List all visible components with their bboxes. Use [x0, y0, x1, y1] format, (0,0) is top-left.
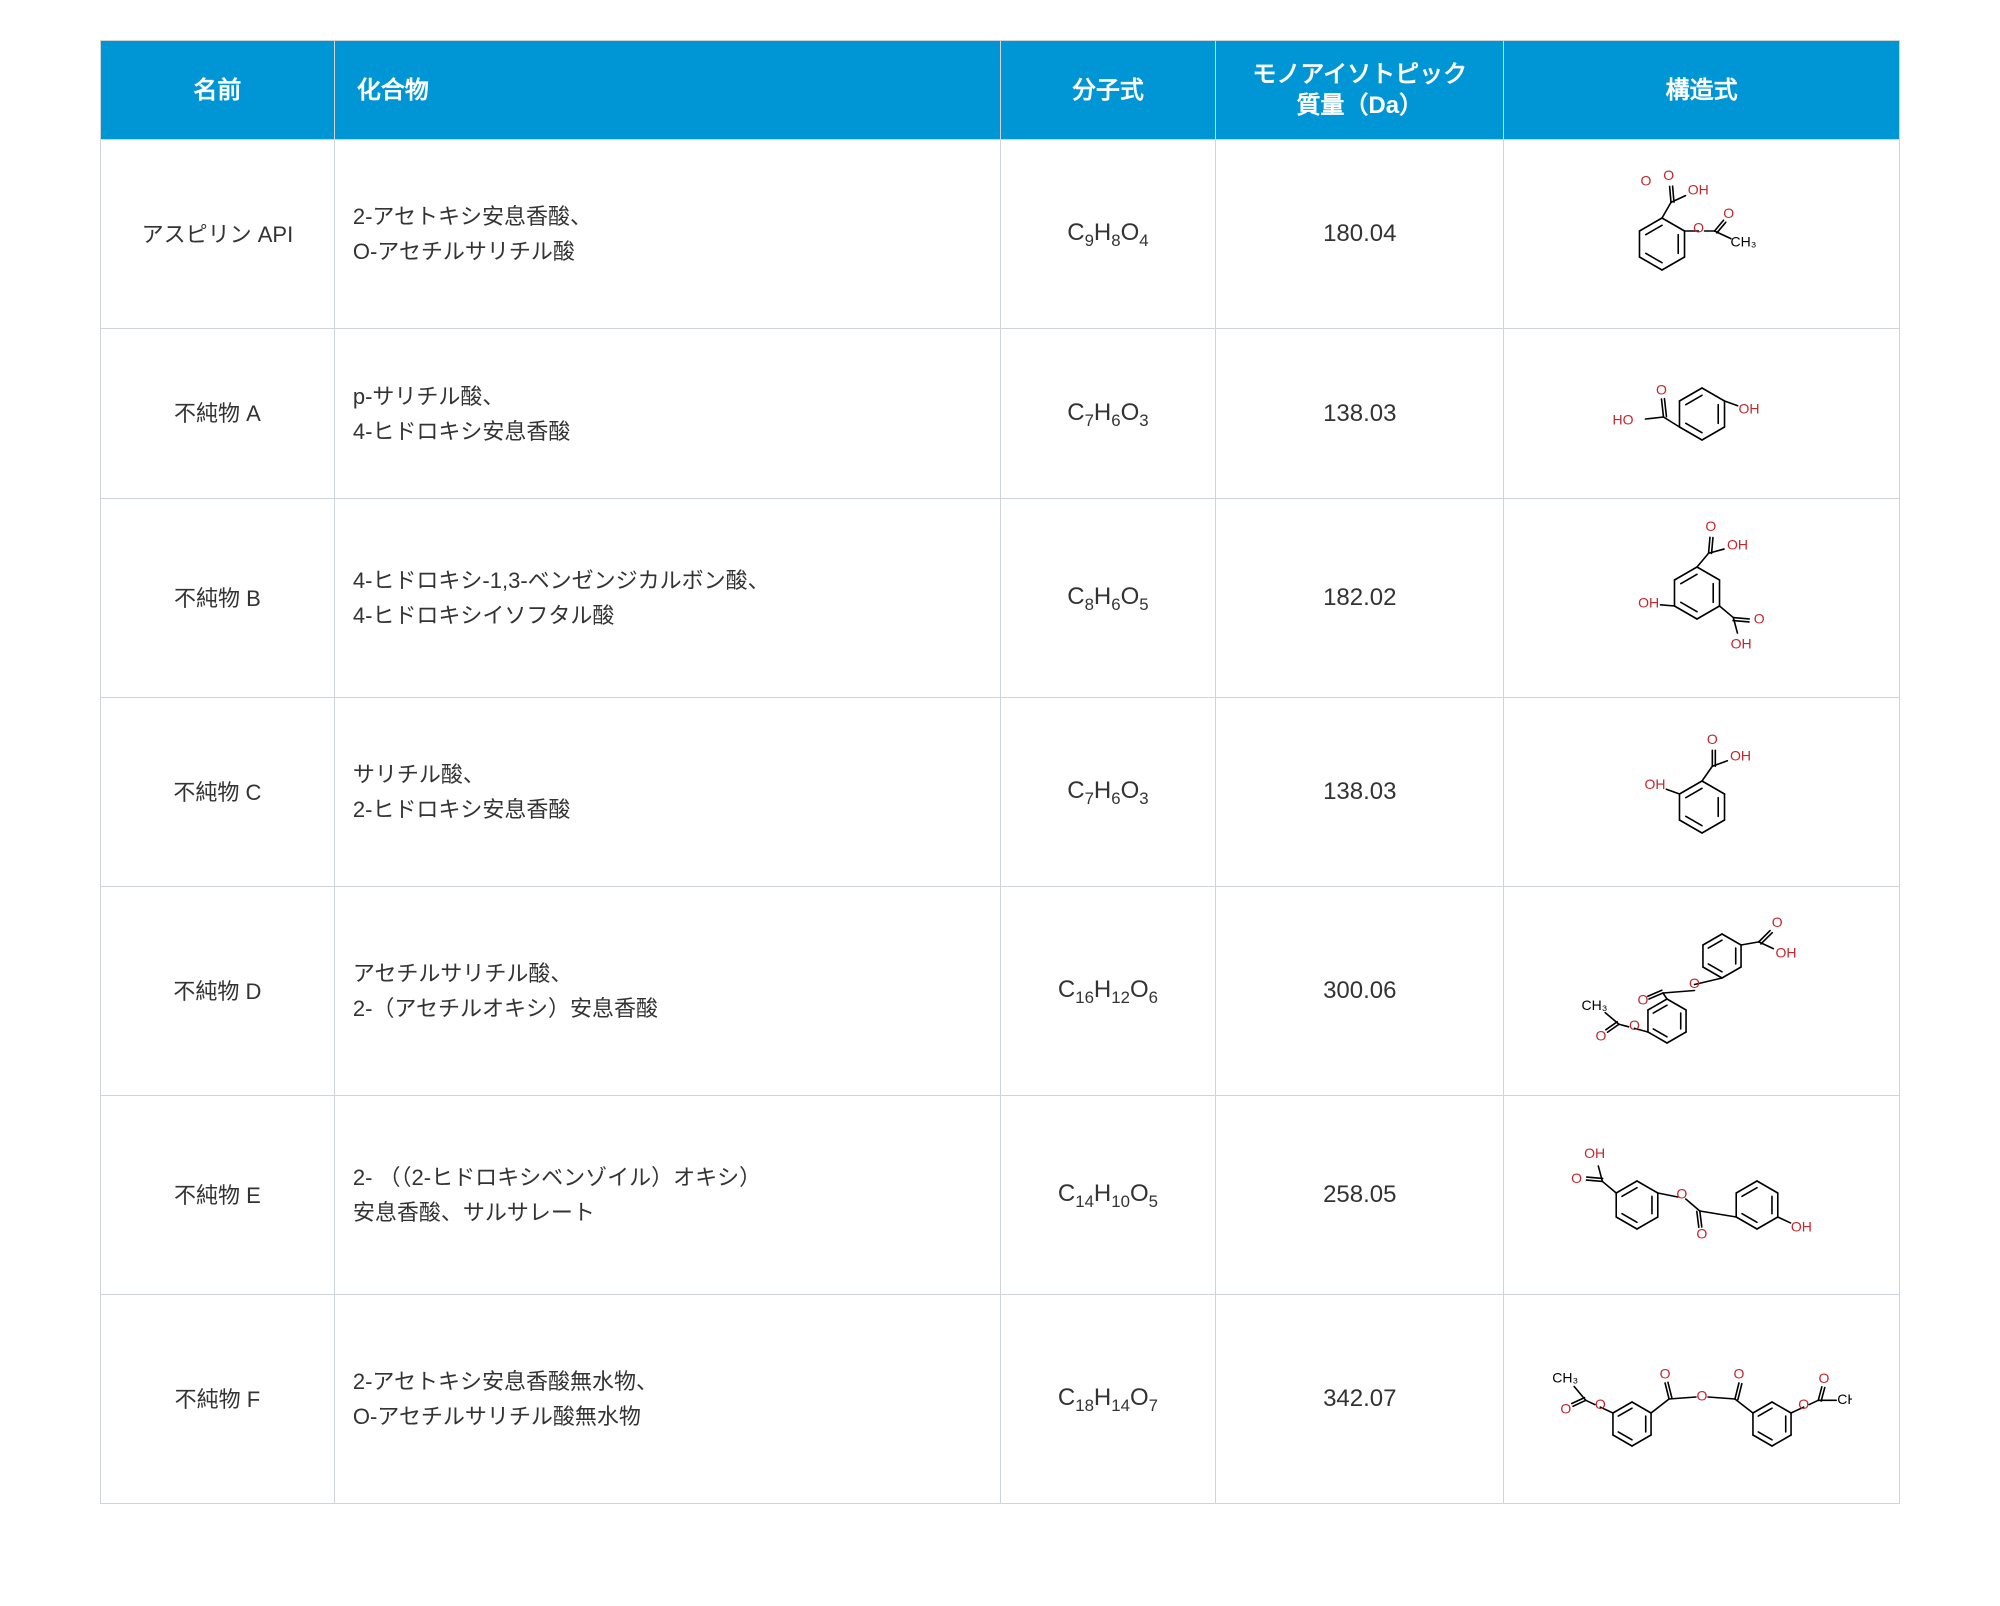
cell-formula: C9H8O4	[1000, 140, 1216, 329]
cell-structure: O HO OH	[1504, 329, 1900, 499]
svg-text:O: O	[1640, 173, 1651, 189]
table-row: アスピリン API2-アセトキシ安息香酸、O-アセチルサリチル酸C9H8O418…	[101, 140, 1900, 329]
table-row: 不純物 F2-アセトキシ安息香酸無水物、O-アセチルサリチル酸無水物C18H14…	[101, 1295, 1900, 1504]
col-formula: 分子式	[1000, 41, 1216, 140]
svg-text:CH₃: CH₃	[1581, 997, 1607, 1013]
svg-text:O: O	[1818, 1370, 1829, 1386]
svg-text:O: O	[1693, 220, 1704, 236]
cell-name: アスピリン API	[101, 140, 335, 329]
cell-compound: サリチル酸、2-ヒドロキシ安息香酸	[334, 698, 1000, 887]
cell-compound: 4-ヒドロキシ-1,3-ベンゼンジカルボン酸、4-ヒドロキシイソフタル酸	[334, 499, 1000, 698]
svg-text:OH: OH	[1727, 537, 1748, 553]
cell-mass: 342.07	[1216, 1295, 1504, 1504]
svg-text:O: O	[1689, 976, 1700, 992]
cell-name: 不純物 D	[101, 887, 335, 1096]
svg-text:CH₃: CH₃	[1837, 1391, 1852, 1407]
table-row: 不純物 Cサリチル酸、2-ヒドロキシ安息香酸C7H6O3138.03 O OH OH	[101, 698, 1900, 887]
col-compound: 化合物	[334, 41, 1000, 140]
compound-table: 名前 化合物 分子式 モノアイソトピック質量（Da） 構造式 アスピリン API…	[100, 40, 1900, 1504]
table-row: 不純物 B4-ヒドロキシ-1,3-ベンゼンジカルボン酸、4-ヒドロキシイソフタル…	[101, 499, 1900, 698]
svg-text:O: O	[1706, 731, 1717, 747]
svg-text:O: O	[1595, 1028, 1606, 1044]
cell-name: 不純物 A	[101, 329, 335, 499]
col-mass: モノアイソトピック質量（Da）	[1216, 41, 1504, 140]
svg-text:O: O	[1733, 1366, 1744, 1382]
cell-formula: C16H12O6	[1000, 887, 1216, 1096]
cell-structure: OOHOOOOCH₃	[1504, 887, 1900, 1096]
cell-compound: p-サリチル酸、4-ヒドロキシ安息香酸	[334, 329, 1000, 499]
cell-compound: 2-アセトキシ安息香酸、O-アセチルサリチル酸	[334, 140, 1000, 329]
svg-text:O: O	[1656, 382, 1667, 398]
svg-text:O: O	[1723, 205, 1734, 221]
col-name: 名前	[101, 41, 335, 140]
cell-mass: 138.03	[1216, 329, 1504, 499]
cell-name: 不純物 E	[101, 1096, 335, 1295]
svg-text:O: O	[1659, 1366, 1670, 1382]
svg-text:O: O	[1771, 915, 1782, 931]
svg-text:OH: OH	[1738, 400, 1759, 416]
cell-mass: 138.03	[1216, 698, 1504, 887]
svg-text:O: O	[1571, 1170, 1582, 1186]
cell-structure: OOHOOOH	[1504, 1096, 1900, 1295]
cell-formula: C8H6O5	[1000, 499, 1216, 698]
cell-mass: 180.04	[1216, 140, 1504, 329]
cell-mass: 258.05	[1216, 1096, 1504, 1295]
cell-formula: C14H10O5	[1000, 1096, 1216, 1295]
svg-text:O: O	[1705, 518, 1716, 534]
cell-name: 不純物 C	[101, 698, 335, 887]
svg-text:CH₃: CH₃	[1552, 1370, 1578, 1386]
svg-text:OH: OH	[1730, 748, 1751, 764]
cell-formula: C18H14O7	[1000, 1295, 1216, 1504]
svg-text:O: O	[1594, 1396, 1605, 1412]
svg-text:OH: OH	[1775, 945, 1796, 961]
cell-structure: O OH OH	[1504, 698, 1900, 887]
svg-text:OH: OH	[1730, 636, 1751, 652]
svg-text:O: O	[1696, 1388, 1707, 1404]
table-header: 名前 化合物 分子式 モノアイソトピック質量（Da） 構造式	[101, 41, 1900, 140]
svg-text:OH: OH	[1644, 776, 1665, 792]
table-body: アスピリン API2-アセトキシ安息香酸、O-アセチルサリチル酸C9H8O418…	[101, 140, 1900, 1504]
cell-mass: 182.02	[1216, 499, 1504, 698]
svg-text:O: O	[1753, 611, 1764, 627]
svg-text:OH: OH	[1638, 595, 1659, 611]
svg-text:OH: OH	[1584, 1145, 1605, 1161]
svg-text:O: O	[1798, 1396, 1809, 1412]
cell-structure: OOHOOOCH₃	[1504, 140, 1900, 329]
svg-text:HO: HO	[1612, 412, 1633, 428]
table-row: 不純物 Dアセチルサリチル酸、2-（アセチルオキシ）安息香酸C16H12O630…	[101, 887, 1900, 1096]
svg-text:O: O	[1696, 1226, 1707, 1242]
cell-compound: アセチルサリチル酸、2-（アセチルオキシ）安息香酸	[334, 887, 1000, 1096]
svg-text:OH: OH	[1790, 1219, 1811, 1235]
cell-name: 不純物 F	[101, 1295, 335, 1504]
cell-structure: OOOOOCH₃OOCH₃	[1504, 1295, 1900, 1504]
svg-text:OH: OH	[1687, 182, 1708, 198]
table-row: 不純物 Ap-サリチル酸、4-ヒドロキシ安息香酸C7H6O3138.03OHOO…	[101, 329, 1900, 499]
cell-structure: OOHOOHOH	[1504, 499, 1900, 698]
cell-compound: 2- （（2-ヒドロキシベンゾイル）オキシ）安息香酸、サルサレート	[334, 1096, 1000, 1295]
cell-compound: 2-アセトキシ安息香酸無水物、O-アセチルサリチル酸無水物	[334, 1295, 1000, 1504]
cell-name: 不純物 B	[101, 499, 335, 698]
svg-text:O: O	[1560, 1401, 1571, 1417]
col-structure: 構造式	[1504, 41, 1900, 140]
cell-formula: C7H6O3	[1000, 698, 1216, 887]
cell-mass: 300.06	[1216, 887, 1504, 1096]
svg-text:O: O	[1663, 168, 1674, 184]
svg-text:O: O	[1629, 1017, 1640, 1033]
svg-text:CH₃: CH₃	[1730, 234, 1756, 250]
table-row: 不純物 E2- （（2-ヒドロキシベンゾイル）オキシ）安息香酸、サルサレートC1…	[101, 1096, 1900, 1295]
svg-text:O: O	[1637, 992, 1648, 1008]
cell-formula: C7H6O3	[1000, 329, 1216, 499]
